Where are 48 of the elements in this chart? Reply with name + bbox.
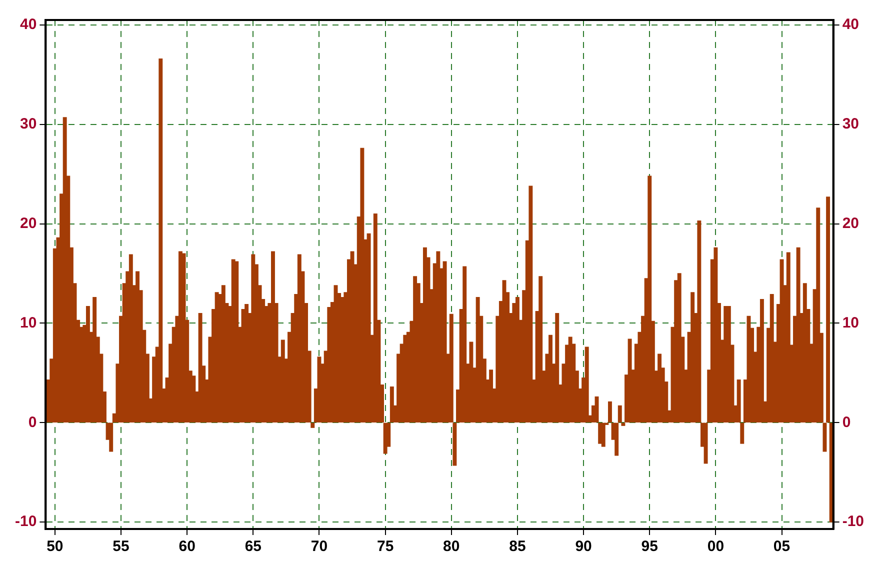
bar [158,58,163,422]
bar [555,312,560,422]
x-tick-label: 85 [509,538,526,556]
bar [86,306,90,422]
y2-tick-label: 10 [842,314,860,332]
bar [690,292,695,422]
bar [234,261,239,422]
x-tick-label: 90 [575,538,592,556]
x-tick-label: 65 [244,538,262,556]
y-tick-label: 0 [28,414,37,431]
y-tick-label: 10 [20,314,37,332]
y-tick-label: 30 [20,116,37,133]
y-tick-label: 40 [20,16,37,34]
bar [442,261,447,422]
bar [658,354,662,422]
bar [714,247,718,422]
x-tick-label: 50 [46,538,64,556]
bar [489,370,494,422]
bar [136,271,140,422]
x-tick-label: 55 [112,538,130,556]
y2-tick-label: 20 [842,214,860,232]
bar [538,276,543,422]
bar [528,186,533,422]
bar [462,266,467,422]
bar [548,334,552,422]
x-tick-label: 00 [707,538,724,556]
bar [360,148,364,422]
bar [271,251,275,422]
bar [648,176,652,422]
x-tick-label: 75 [376,538,394,556]
bar [601,422,606,447]
x-tick-label: 95 [641,538,658,556]
bar [584,346,589,422]
y2-tick-label: 30 [842,116,860,133]
bar [469,342,474,422]
y-tick-label: -10 [14,513,37,530]
y-tick-label: 20 [20,214,37,232]
x-tick-label: 60 [178,538,196,556]
bar [760,299,764,422]
bar [92,297,97,422]
bar [515,297,520,422]
x-tick-label: 05 [773,538,790,556]
y2-tick-label: -10 [842,513,864,530]
y2-tick-label: 0 [842,414,851,431]
bar [816,208,820,422]
x-tick-label: 80 [443,538,460,556]
y2-tick-label: 40 [842,16,860,34]
x-tick-label: 70 [310,538,328,556]
